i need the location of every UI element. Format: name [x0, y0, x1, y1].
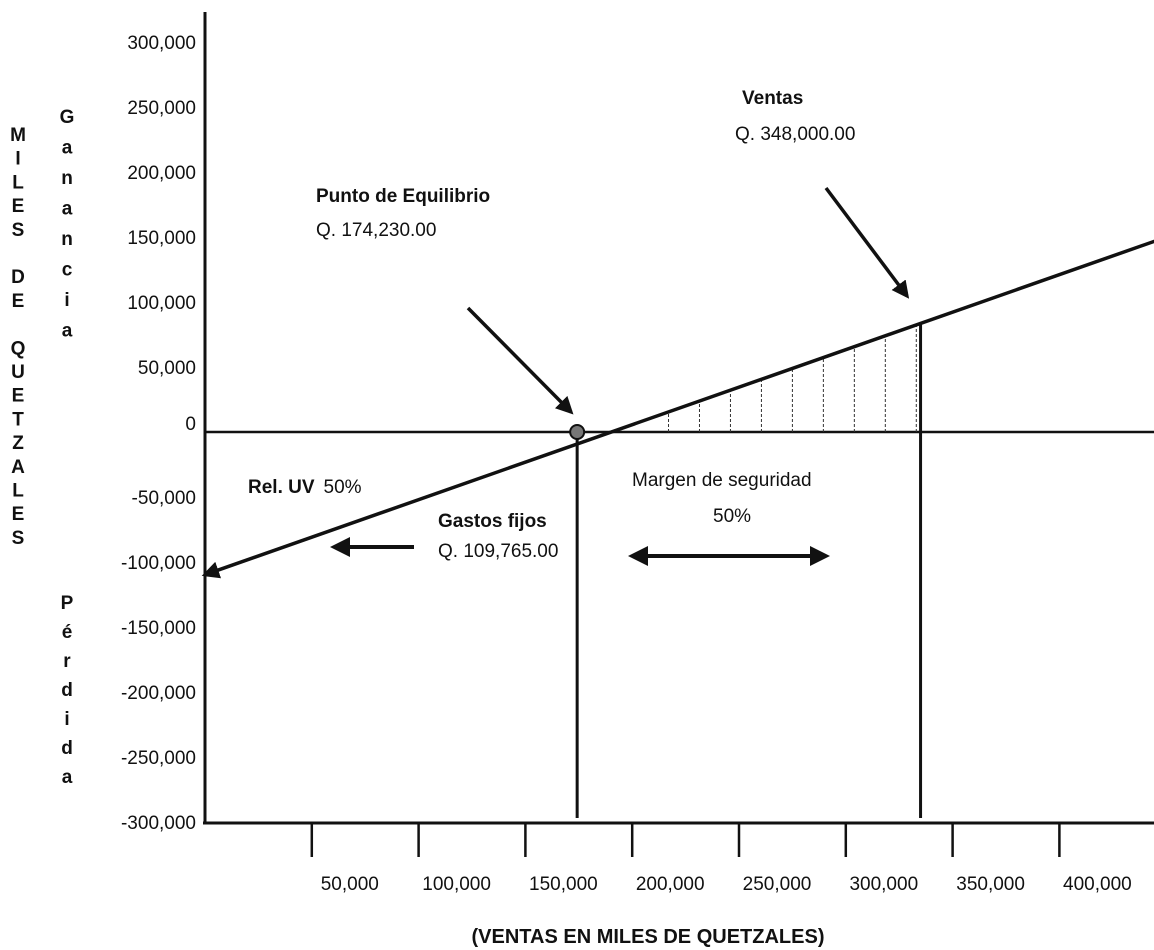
break-even-value: Q. 174,230.00 [316, 220, 436, 241]
axis-title-letter: E [12, 291, 25, 312]
ventas-value: Q. 348,000.00 [735, 124, 855, 145]
axis-title-letter: d [61, 738, 73, 759]
axis-title-letter: I [15, 149, 20, 170]
y-tick-label: 200,000 [127, 163, 196, 184]
ventas-arrow [824, 186, 910, 299]
x-tick-label: 350,000 [956, 874, 1025, 895]
x-tick-label: 200,000 [636, 874, 705, 895]
axis-title-letter: a [62, 199, 73, 220]
axis-title-letter: i [64, 290, 69, 311]
x-tick-label: 400,000 [1063, 874, 1132, 895]
axis-title-letter: i [64, 709, 69, 730]
safety-margin-value: 50% [713, 506, 751, 527]
break-even-title: Punto de Equilibrio [316, 186, 490, 207]
axis-title-letter: Z [12, 433, 24, 454]
axis-title-letter: r [63, 651, 71, 672]
ventas-title: Ventas [742, 88, 803, 109]
axis-title-letter: T [12, 409, 24, 430]
axis-title-letter: E [12, 504, 25, 525]
x-tick-label: 300,000 [849, 874, 918, 895]
axis-title-letter: a [62, 138, 73, 159]
y-tick-label: -250,000 [121, 748, 196, 769]
safety-margin-title: Margen de seguridad [632, 470, 812, 491]
y-tick-label: 150,000 [127, 228, 196, 249]
axis-title-letter: L [12, 172, 24, 193]
y-tick-label: -150,000 [121, 618, 196, 639]
fixed-costs-title: Gastos fijos [438, 511, 547, 532]
axis-title-letter: E [12, 386, 25, 407]
axis-title-letter: a [62, 321, 73, 342]
y-tick-label: -50,000 [132, 488, 196, 509]
axis-title-letter: S [12, 220, 25, 241]
fixed-costs-value: Q. 109,765.00 [438, 541, 558, 562]
axis-title-letter: M [10, 125, 26, 146]
axis-title-letter: A [11, 457, 25, 478]
y-tick-label: 100,000 [127, 293, 196, 314]
axis-title-letter: a [62, 767, 73, 788]
x-tick-label: 100,000 [422, 874, 491, 895]
y-tick-label: 0 [185, 414, 196, 435]
axis-title-letter: G [60, 107, 75, 128]
axis-title-letter: n [61, 229, 73, 250]
y-tick-label: 250,000 [127, 98, 196, 119]
y-tick-label: -100,000 [121, 553, 196, 574]
y-tick-label: -300,000 [121, 813, 196, 834]
x-axis-title: (VENTAS EN MILES DE QUETZALES) [472, 926, 825, 948]
axis-title-letter: P [61, 593, 74, 614]
y-tick-label: -200,000 [121, 683, 196, 704]
axis-title-letter: é [62, 622, 73, 643]
axis-title-letter: Q [11, 338, 26, 359]
axis-title-letter: d [61, 680, 73, 701]
axis-title-letter: U [11, 362, 25, 383]
x-tick-label: 50,000 [321, 874, 379, 895]
axis-title-letter: c [62, 260, 73, 281]
safety-margin-hatch [668, 324, 917, 432]
rel-uv-bold: Rel. UV [248, 477, 315, 498]
axis-title-letter: S [12, 528, 25, 549]
break-even-point [569, 424, 586, 440]
x-tick-label: 250,000 [743, 874, 812, 895]
break-even-arrow [466, 306, 574, 415]
y-tick-label: 300,000 [127, 33, 196, 54]
rel-uv-label: Rel. UV 50% [248, 477, 362, 498]
y-tick-label: 50,000 [138, 358, 196, 379]
y-tick-labels: 300,000 250,000 200,000 150,000 100,000 50,00… [121, 33, 196, 834]
axis-title-letter: E [12, 196, 25, 217]
axis-title-letter: L [12, 481, 24, 502]
x-tick-label: 150,000 [529, 874, 598, 895]
rel-uv-value: 50% [324, 477, 362, 498]
axis-title-letter: n [61, 168, 73, 189]
x-ticks: 50,000 100,000 150,000 200,000 250,000 300,00… [310, 823, 1132, 895]
sales-line [201, 239, 1154, 579]
axis-title-letter: D [11, 267, 25, 288]
